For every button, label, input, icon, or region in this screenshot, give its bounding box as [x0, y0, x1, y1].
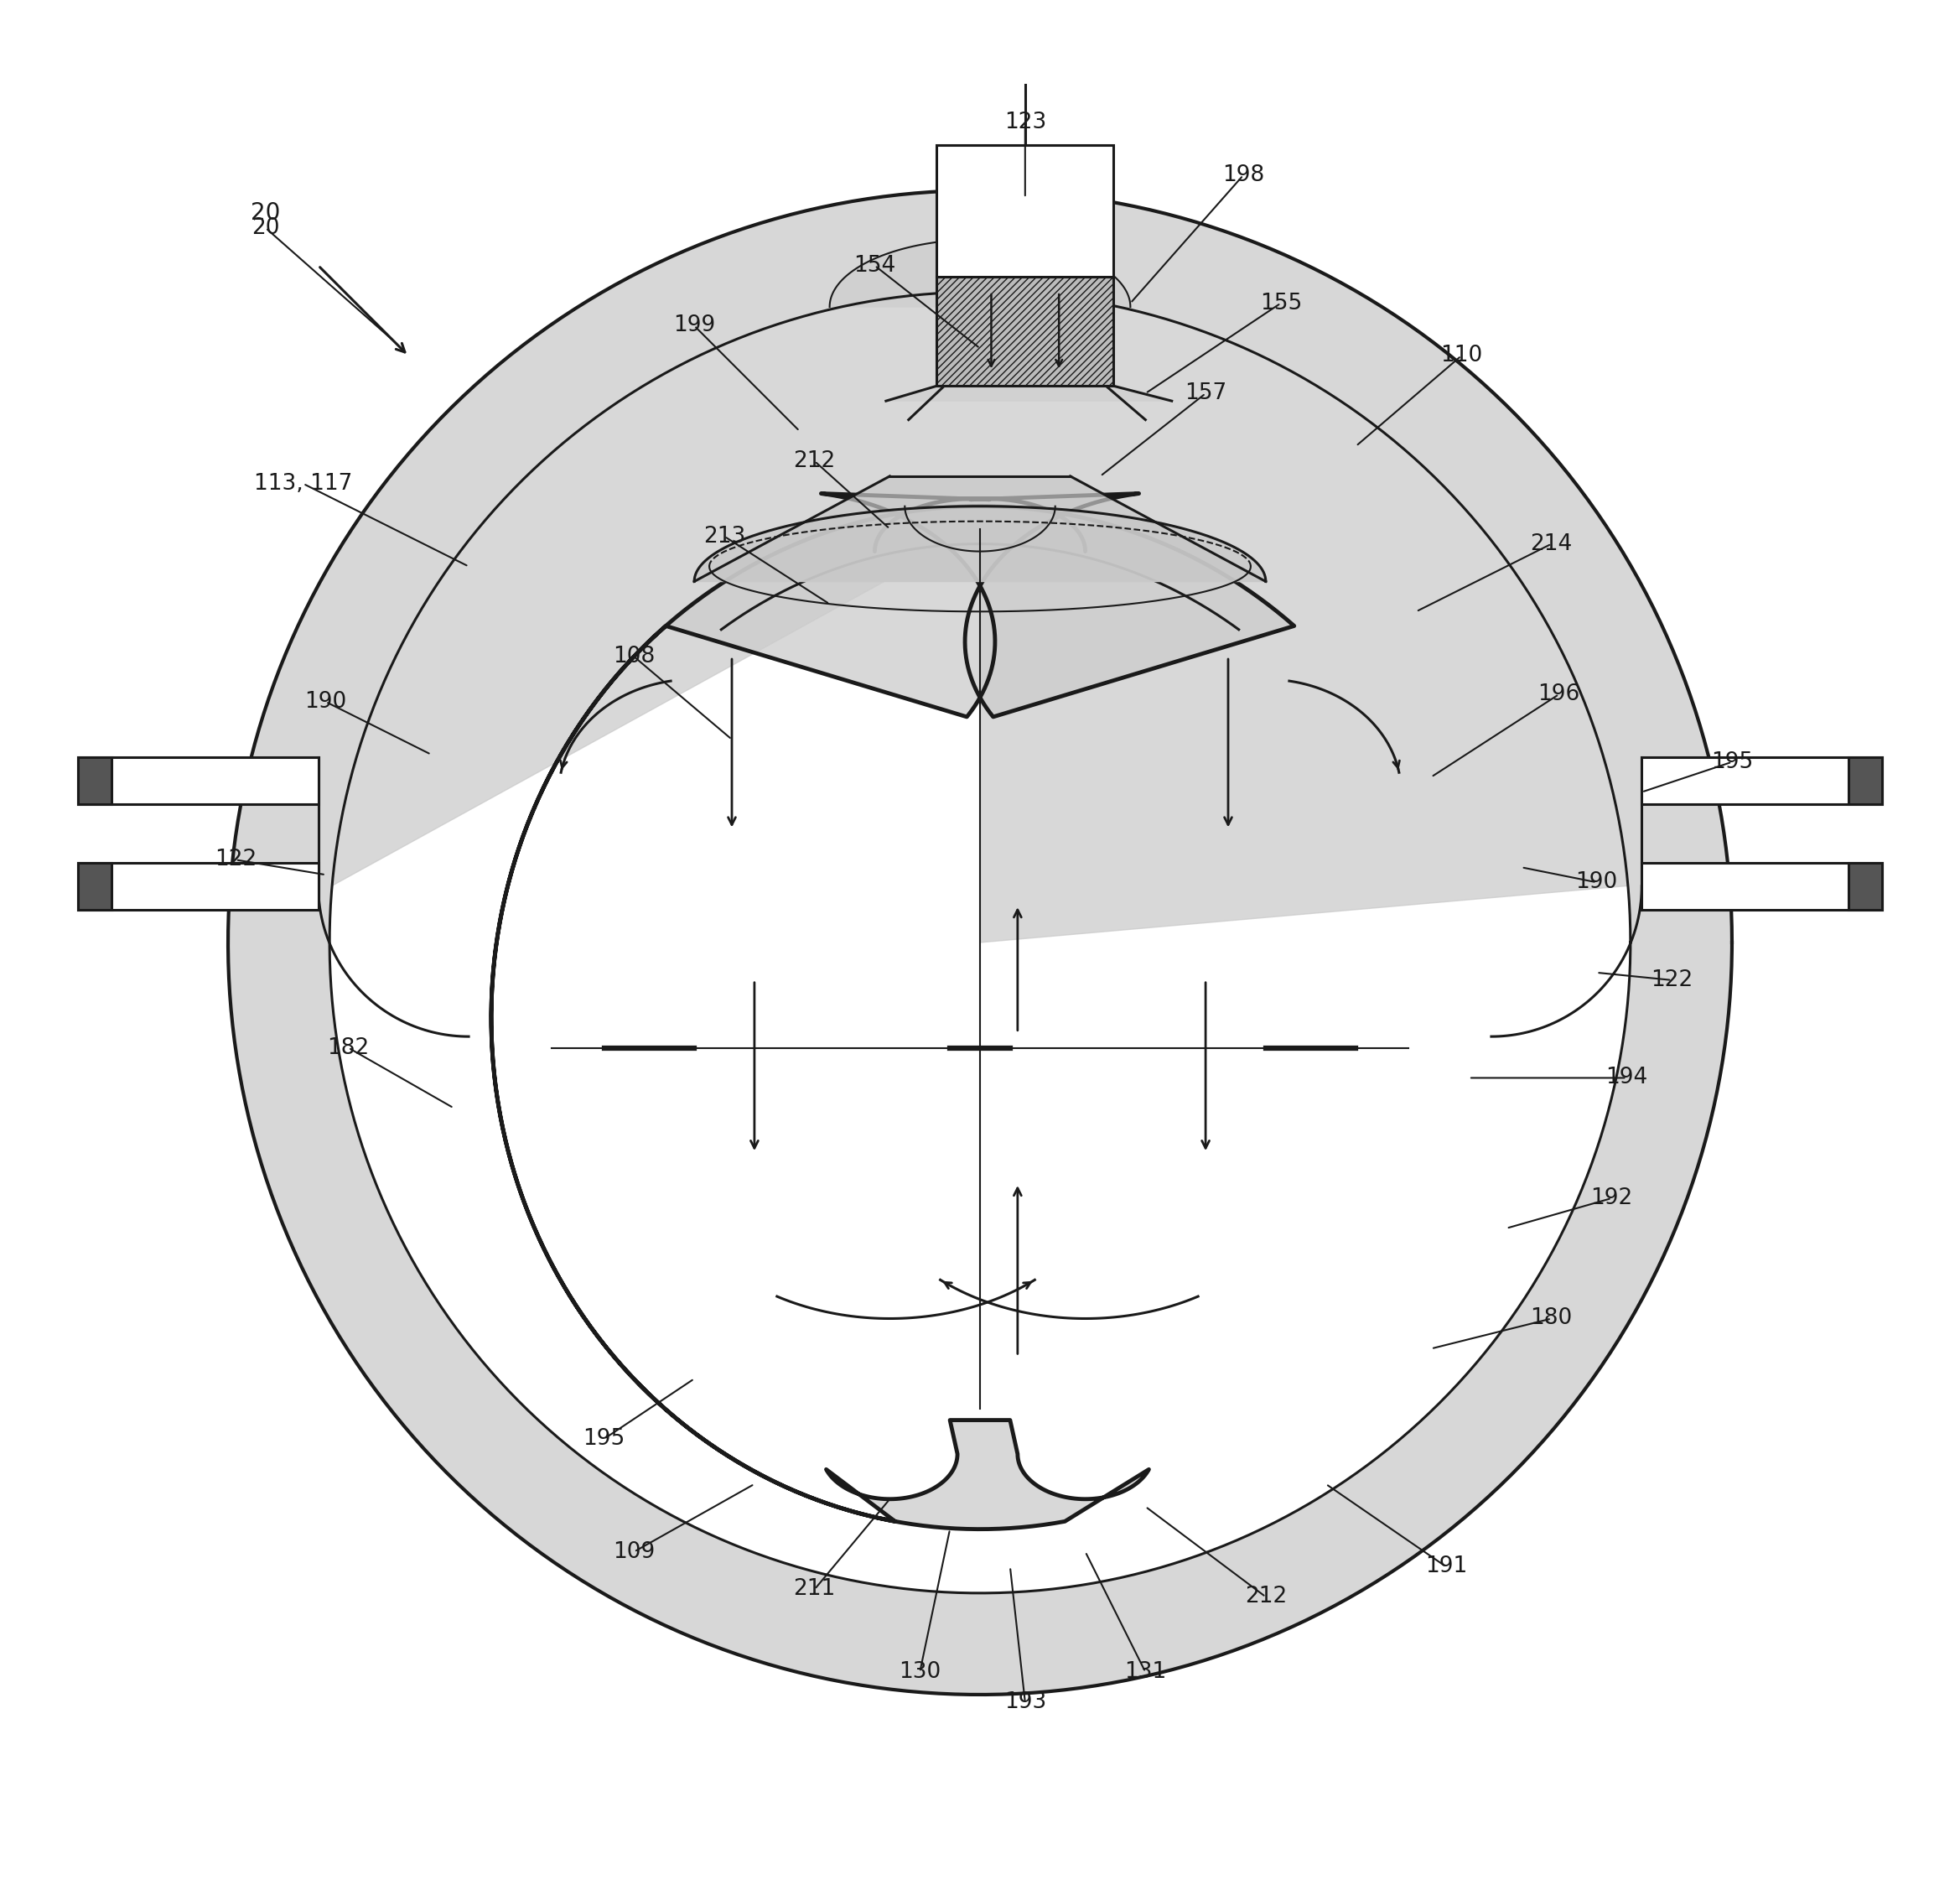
Text: 110: 110: [1441, 345, 1482, 368]
Polygon shape: [886, 386, 1172, 402]
Bar: [1642, 863, 1882, 909]
Text: 190: 190: [304, 692, 347, 713]
Text: 155: 155: [1260, 292, 1301, 315]
Text: 180: 180: [1531, 1308, 1572, 1329]
Bar: [78, 758, 112, 805]
Text: 213: 213: [704, 526, 745, 547]
Text: 195: 195: [1711, 750, 1752, 773]
Text: 109: 109: [613, 1540, 655, 1563]
Bar: [1642, 758, 1882, 805]
Text: 191: 191: [1425, 1555, 1468, 1578]
Polygon shape: [331, 292, 1629, 942]
Text: 195: 195: [582, 1429, 625, 1450]
Text: 194: 194: [1605, 1067, 1648, 1090]
Text: 122: 122: [1650, 969, 1693, 992]
Text: 122: 122: [214, 848, 257, 871]
Bar: [1848, 758, 1882, 805]
Text: 198: 198: [1223, 164, 1264, 187]
Bar: [937, 145, 1113, 277]
Text: 182: 182: [327, 1037, 368, 1059]
Bar: [78, 863, 112, 909]
Polygon shape: [694, 477, 1266, 581]
Text: 108: 108: [613, 647, 655, 667]
Circle shape: [329, 292, 1631, 1593]
Text: 214: 214: [1531, 533, 1572, 554]
Text: 196: 196: [1539, 684, 1580, 705]
Bar: [937, 277, 1113, 386]
Text: 154: 154: [855, 254, 896, 277]
Text: 212: 212: [1245, 1585, 1288, 1608]
Bar: [78, 758, 318, 805]
Text: 130: 130: [900, 1661, 941, 1683]
Text: 190: 190: [1576, 871, 1617, 893]
Text: 131: 131: [1125, 1661, 1166, 1683]
Polygon shape: [492, 494, 1294, 1529]
Text: 192: 192: [1592, 1188, 1633, 1208]
Text: 157: 157: [1184, 383, 1227, 405]
Text: 199: 199: [672, 315, 715, 337]
Bar: [1848, 863, 1882, 909]
Circle shape: [227, 190, 1733, 1695]
Text: 123: 123: [1004, 111, 1047, 134]
Text: 20: 20: [251, 217, 280, 239]
Text: 211: 211: [794, 1578, 835, 1600]
Polygon shape: [829, 239, 1131, 307]
Bar: [78, 863, 318, 909]
Text: 113, 117: 113, 117: [255, 473, 353, 494]
Text: 212: 212: [794, 451, 835, 471]
Polygon shape: [694, 507, 1266, 581]
Text: 193: 193: [1004, 1691, 1047, 1713]
Text: 20: 20: [251, 202, 280, 224]
